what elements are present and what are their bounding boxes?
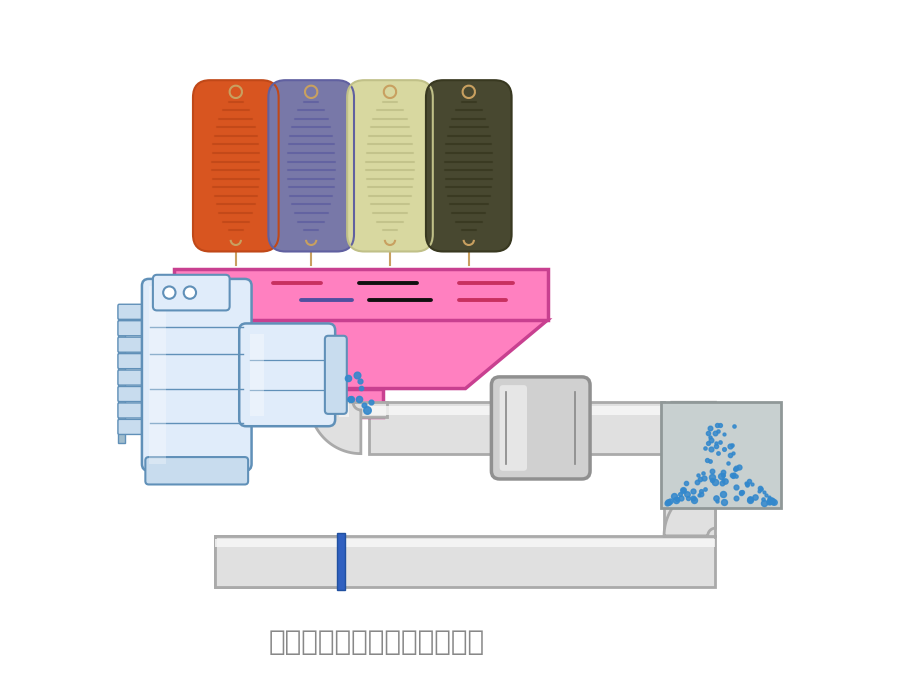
FancyBboxPatch shape [325,336,347,414]
FancyBboxPatch shape [269,80,354,252]
FancyBboxPatch shape [348,80,433,252]
Bar [369,406,544,415]
FancyBboxPatch shape [118,354,147,369]
FancyBboxPatch shape [118,304,147,319]
FancyBboxPatch shape [118,403,147,418]
FancyBboxPatch shape [335,402,387,418]
FancyBboxPatch shape [239,323,335,427]
FancyBboxPatch shape [492,377,590,479]
FancyBboxPatch shape [142,279,251,471]
Polygon shape [664,484,715,536]
FancyBboxPatch shape [500,385,527,471]
Circle shape [163,286,175,299]
Bar [215,536,715,588]
Bar [215,536,343,588]
Bar [118,306,125,443]
FancyBboxPatch shape [118,370,147,385]
Bar [338,389,383,418]
Bar [369,402,544,453]
Bar [142,306,148,443]
FancyBboxPatch shape [118,321,147,336]
Bar [582,406,664,415]
Bar [664,453,715,536]
FancyBboxPatch shape [153,275,229,310]
Polygon shape [309,402,361,453]
Text: 高压风机应用在纺织废料收集: 高压风机应用在纺织废料收集 [268,627,484,656]
Bar [249,334,264,416]
Bar [215,539,715,547]
Bar [149,286,166,464]
Polygon shape [664,402,715,453]
Bar [582,402,664,453]
Bar [174,268,547,320]
FancyBboxPatch shape [118,387,147,402]
FancyBboxPatch shape [193,80,279,252]
FancyBboxPatch shape [146,457,249,484]
Circle shape [183,286,196,299]
Bar [337,533,346,590]
FancyBboxPatch shape [426,80,512,252]
Polygon shape [174,320,547,389]
FancyBboxPatch shape [118,337,147,352]
Bar [338,402,348,418]
FancyBboxPatch shape [118,420,147,434]
Bar [660,402,780,508]
